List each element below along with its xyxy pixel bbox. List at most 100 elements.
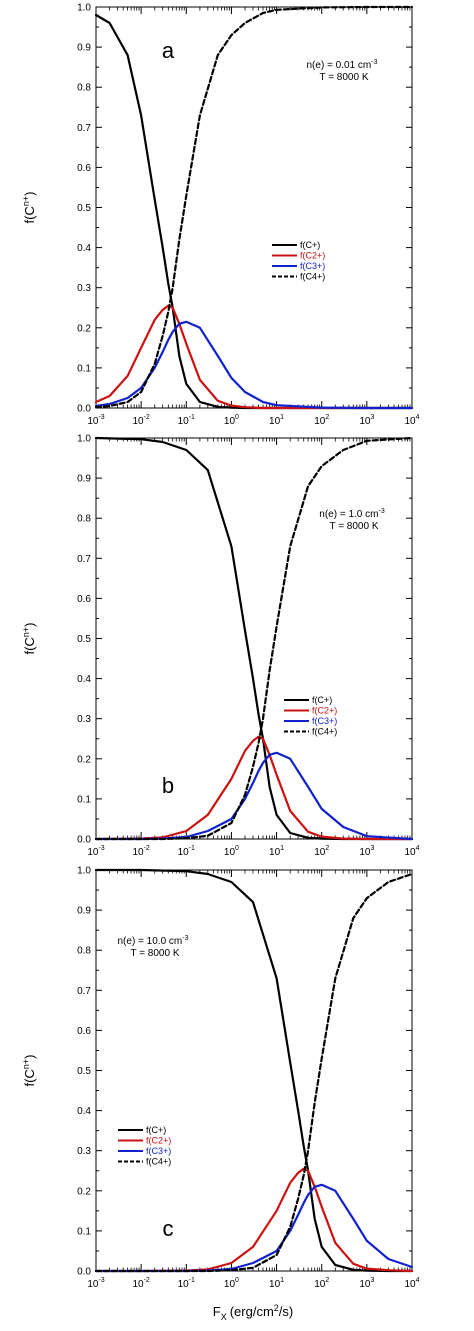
panel-letter: b: [162, 773, 174, 798]
y-tick-label: 0.0: [77, 404, 91, 415]
legend-label: f(C+): [312, 695, 332, 705]
y-tick-label: 0.6: [77, 594, 91, 605]
annotation-temperature: T = 8000 K: [130, 948, 179, 959]
series-line-fc2: [94, 304, 414, 410]
x-tick-label: 100: [224, 1277, 239, 1290]
x-tick-label: 103: [359, 414, 374, 427]
x-tick-label: 103: [359, 845, 374, 858]
y-tick-label: 0.8: [77, 946, 91, 957]
series-line-fc4: [94, 436, 414, 841]
x-tick-label: 10-1: [178, 414, 195, 427]
x-tick-label: 101: [269, 414, 284, 427]
y-tick-label: 0.6: [77, 163, 91, 174]
series-line-fc3: [94, 751, 414, 841]
y-tick-label: 0.8: [77, 514, 91, 525]
y-tick-label: 0.7: [77, 554, 91, 565]
y-tick-label: 0.4: [77, 674, 91, 685]
x-tick-label: 103: [359, 1277, 374, 1290]
legend-label: f(C+): [146, 1125, 166, 1135]
y-tick-label: 0.1: [77, 1226, 91, 1237]
legend-label: f(C3+): [300, 261, 325, 271]
x-tick-label: 100: [224, 414, 239, 427]
x-tick-label: 10-3: [87, 845, 104, 858]
y-tick-label: 0.7: [77, 986, 91, 997]
series-line-fc2: [94, 735, 414, 841]
panel-b: 0.0 0.1 0.2 0.3 0.4 0.5 0.6 0.7 0.8 0.9 1.0 10-3 10-…: [21, 434, 420, 859]
panel-a: 0.0 0.1 0.2 0.3 0.4 0.5 0.6 0.7 0.8 0.9 1.0 10-3 10-…: [21, 3, 420, 428]
x-tick-label: 104: [404, 845, 419, 858]
x-tick-label: 10-3: [87, 414, 104, 427]
y-tick-label: 0.6: [77, 1026, 91, 1037]
y-tick-label: 0.9: [77, 474, 91, 485]
y-tick-label: 1.0: [77, 3, 91, 14]
y-tick-label: 0.5: [77, 634, 91, 645]
annotation-density: n(e) = 10.0 cm-3: [118, 935, 189, 947]
y-tick-label: 0.9: [77, 906, 91, 917]
x-axis-label-units-end: /s): [279, 1304, 293, 1319]
y-tick-label: 0.1: [77, 794, 91, 805]
y-tick-label: 0.2: [77, 1186, 91, 1197]
x-axis-label-units: (erg/cm: [230, 1304, 274, 1319]
y-tick-label: 0.3: [77, 283, 91, 294]
legend-label: f(C2+): [146, 1136, 171, 1146]
x-tick-label: 10-3: [87, 1277, 104, 1290]
x-axis-label-symbol: F: [213, 1304, 221, 1319]
x-tick-label: 100: [224, 845, 239, 858]
y-tick-label: 0.3: [77, 1146, 91, 1157]
y-tick-label: 0.2: [77, 754, 91, 765]
y-tick-label: 0.2: [77, 323, 91, 334]
legend-label: f(C3+): [146, 1146, 171, 1156]
panel-c: 0.0 0.1 0.2 0.3 0.4 0.5 0.6 0.7 0.8 0.9 1.0 10-3 10-…: [21, 866, 420, 1291]
legend-label: f(C4+): [300, 272, 325, 282]
y-tick-label: 0.1: [77, 363, 91, 374]
legend: f(C+)f(C2+)f(C3+)f(C4+): [284, 695, 337, 737]
legend-label: f(C4+): [146, 1157, 171, 1167]
x-axis-label-units-superscript: 2: [274, 1303, 279, 1313]
y-tick-label: 0.9: [77, 43, 91, 54]
y-axis-label: f(Cn+): [21, 192, 37, 224]
series-line-fc3: [94, 1183, 414, 1273]
series-line-fc4: [94, 872, 414, 1273]
x-tick-label: 102: [314, 845, 329, 858]
legend-label: f(C4+): [312, 727, 337, 737]
annotation-temperature: T = 8000 K: [319, 72, 368, 83]
y-tick-label: 0.4: [77, 243, 91, 254]
x-tick-label: 101: [269, 845, 284, 858]
series-line-fc4: [94, 5, 414, 409]
x-tick-label: 102: [314, 414, 329, 427]
x-tick-label: 10-1: [178, 845, 195, 858]
legend: f(C+)f(C2+)f(C3+)f(C4+): [272, 240, 325, 282]
y-tick-label: 0.7: [77, 123, 91, 134]
x-tick-label: 10-2: [132, 1277, 149, 1290]
x-axis-label-subscript: X: [221, 1312, 227, 1322]
x-axis-label: FX (erg/cm2/s): [213, 1303, 294, 1322]
series-line-fc: [94, 868, 414, 1273]
legend-label: f(C3+): [312, 716, 337, 726]
series-line-fc2: [94, 1167, 414, 1273]
y-tick-label: 0.5: [77, 1066, 91, 1077]
x-tick-label: 102: [314, 1277, 329, 1290]
panel-letter: a: [162, 38, 175, 63]
panels-group: 0.0 0.1 0.2 0.3 0.4 0.5 0.6 0.7 0.8 0.9 1.0 10-3 10-…: [21, 3, 420, 1291]
y-axis-label: f(Cn+): [21, 1055, 37, 1087]
x-tick-label: 10-2: [132, 845, 149, 858]
y-tick-label: 0.5: [77, 203, 91, 214]
annotation-density: n(e) = 1.0 cm-3: [319, 508, 385, 520]
y-tick-label: 0.3: [77, 714, 91, 725]
series-line-fc3: [94, 320, 414, 410]
annotation-temperature: T = 8000 K: [329, 521, 378, 532]
panel-letter: c: [163, 1216, 174, 1241]
y-tick-label: 0.4: [77, 1106, 91, 1117]
x-tick-label: 104: [404, 1277, 419, 1290]
y-tick-label: 0.0: [77, 1267, 91, 1278]
y-tick-label: 0.0: [77, 835, 91, 846]
legend-label: f(C2+): [300, 251, 325, 261]
y-tick-label: 1.0: [77, 434, 91, 445]
x-tick-label: 104: [404, 414, 419, 427]
x-tick-label: 10-1: [178, 1277, 195, 1290]
y-axis-label: f(Cn+): [21, 623, 37, 655]
legend-label: f(C+): [300, 240, 320, 250]
y-tick-label: 0.8: [77, 83, 91, 94]
x-tick-label: 10-2: [132, 414, 149, 427]
